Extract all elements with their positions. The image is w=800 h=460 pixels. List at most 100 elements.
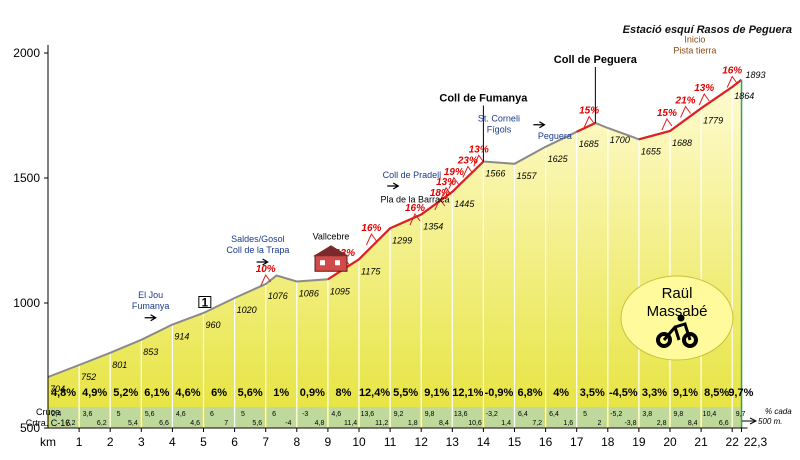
gradient-band-cell (702, 407, 732, 427)
elevation-label: 1086 (299, 289, 319, 299)
half-km-gradient-label: 10,6 (468, 420, 482, 427)
gradient-band-cell (546, 407, 576, 427)
km-gradient-label: 9,1% (673, 387, 698, 399)
elevation-label: 1299 (392, 235, 412, 245)
place-label: Pla de la Barraca (380, 195, 449, 205)
gradient-band-cell (204, 407, 234, 427)
place-label: Cruce (36, 407, 60, 417)
half-km-gradient-label: 6 (210, 411, 214, 418)
km-gradient-label: 8% (335, 387, 351, 399)
author-first-name: Raül (662, 285, 693, 302)
half-km-gradient-label: 1,8 (408, 420, 418, 427)
elevation-label: 1557 (517, 171, 538, 181)
half-km-gradient-label: 4,8 (315, 420, 325, 427)
steep-marker-flag (448, 176, 460, 189)
elevation-label: 1864 (734, 91, 754, 101)
gradient-band-cell (360, 407, 390, 427)
km-gradient-label: 5,6% (238, 387, 263, 399)
place-label: Fumanya (132, 301, 170, 311)
half-km-gradient-label: 6,6 (719, 420, 729, 427)
x-tick-label: 4 (169, 435, 176, 449)
x-tick-label: 20 (663, 435, 677, 449)
half-km-gradient-label: 9,2 (394, 411, 404, 418)
steep-marker-label: 13% (335, 248, 355, 259)
steep-marker-flag (698, 93, 710, 106)
scale-arrow-icon (742, 417, 758, 425)
half-km-gradient-label: 13,6 (361, 411, 375, 418)
cyclist-body (662, 322, 692, 341)
y-tick-label: 500 (20, 421, 40, 435)
x-tick-label: 11 (384, 435, 397, 449)
elevation-label: 1076 (268, 291, 288, 301)
half-km-gradient-label: 1,4 (501, 420, 511, 427)
steep-marker-flag (365, 233, 377, 246)
half-km-gradient-label: -3,8 (624, 420, 636, 427)
half-km-gradient-label: 4,6 (331, 411, 341, 418)
place-label: Vallcebre (313, 231, 350, 241)
gradient-band-cell (235, 407, 265, 427)
elevation-label: 960 (206, 320, 221, 330)
half-km-gradient-label: 2,8 (657, 420, 667, 427)
steep-marker-flag (473, 154, 485, 167)
steep-marker-flag (434, 198, 446, 211)
place-label: El Jou (138, 290, 163, 300)
place-label: Coll de la Trapa (226, 245, 289, 255)
x-tick-label: 12 (415, 435, 429, 449)
half-km-gradient-label: 5 (117, 411, 121, 418)
km-gradient-label: 12,4% (359, 387, 390, 399)
km-gradient-label: 3,3% (642, 387, 667, 399)
direction-arrow-icon (533, 121, 546, 129)
steep-marker-label: 18% (430, 188, 450, 199)
half-km-gradient-label: -5,2 (610, 411, 622, 418)
place-label: Coll de Fumanya (439, 93, 528, 105)
half-km-gradient-label: 7,2 (532, 420, 542, 427)
elevation-label: 704 (50, 384, 65, 394)
direction-arrow-icon (256, 258, 269, 266)
half-km-gradient-label: 6,2 (97, 420, 107, 427)
steep-marker-label: 13% (694, 83, 714, 94)
place-label: Inicio (684, 34, 705, 44)
half-km-gradient-label: 5 (241, 411, 245, 418)
x-tick-label: 7 (262, 435, 269, 449)
y-tick-label: 1500 (13, 171, 40, 185)
elevation-label: 1566 (485, 169, 505, 179)
half-km-gradient-label: -3,2 (486, 411, 498, 418)
half-km-gradient-label: 7,2 (66, 420, 76, 427)
gradient-band-cell (266, 407, 296, 427)
author-last-name: Massabé (647, 303, 708, 320)
gradient-band-cell (484, 407, 514, 427)
cyclist-head (677, 314, 685, 322)
half-km-gradient-label: 1,6 (563, 420, 573, 427)
steep-marker-label: 10% (256, 264, 276, 275)
km-gradient-label: -4,5% (609, 387, 638, 399)
place-label: Saldes/Gosol (231, 234, 285, 244)
km-gradient-label: 5,5% (393, 387, 418, 399)
half-km-gradient-label: 11,4 (344, 420, 357, 427)
village-roof (313, 245, 350, 257)
place-label: Fígols (487, 125, 512, 135)
half-km-gradient-label: 6,4 (549, 411, 559, 418)
elevation-label: 1655 (641, 146, 662, 156)
gradient-band-cell (639, 407, 669, 427)
gradient-band-cell (515, 407, 545, 427)
km-gradient-label: 6,1% (144, 387, 169, 399)
x-tick-label: 18 (601, 435, 615, 449)
km-gradient-label: 3,5% (580, 387, 605, 399)
elevation-label: 1700 (610, 135, 630, 145)
km-gradient-label: 5,2% (113, 387, 138, 399)
climb-segment (638, 78, 743, 141)
half-km-gradient-label: 5 (583, 411, 587, 418)
profile-area (48, 79, 742, 429)
x-tick-label: 14 (477, 435, 491, 449)
gradient-band-cell (111, 407, 141, 427)
x-tick-label: 6 (231, 435, 238, 449)
gradient-band-cell (328, 407, 358, 427)
half-km-gradient-label: 3,8 (642, 411, 652, 418)
km-gradient-label: 8,5% (704, 387, 729, 399)
place-label: Coll de Pradell (383, 170, 442, 180)
gradient-band-cell (453, 407, 483, 427)
km-gradient-label: 9,1% (424, 387, 449, 399)
x-tick-label: 21 (694, 435, 708, 449)
elevation-label: 801 (112, 360, 127, 370)
